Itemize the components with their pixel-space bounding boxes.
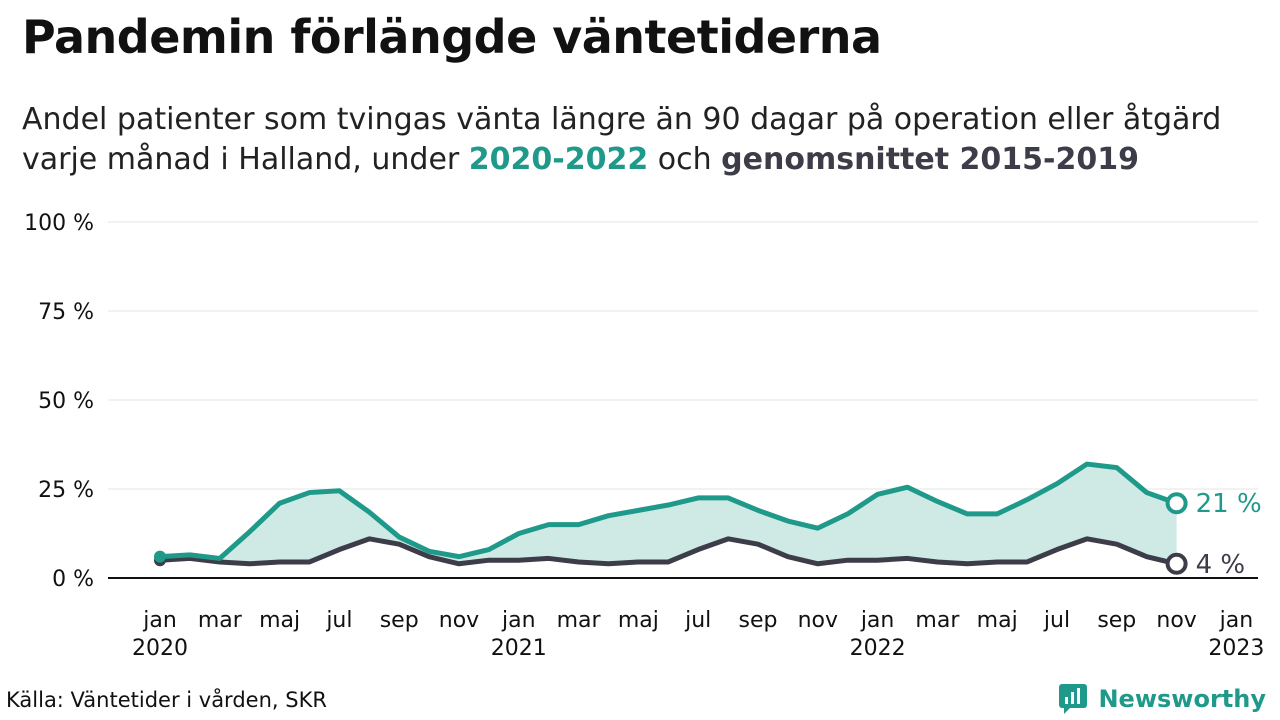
x-tick-month-label: maj xyxy=(618,608,659,633)
y-tick-label: 0 % xyxy=(52,567,94,592)
series-average-end-label: 4 % xyxy=(1196,550,1246,580)
source-note: Källa: Väntetider i vården, SKR xyxy=(6,688,327,712)
y-tick-label: 25 % xyxy=(38,478,94,503)
x-tick-month-label: mar xyxy=(557,608,602,633)
series-2020-2022-start-point xyxy=(154,550,166,563)
x-tick-month-label: jan xyxy=(142,608,177,633)
brand: Newsworthy xyxy=(1058,683,1266,715)
chart-title: Pandemin förlängde väntetiderna xyxy=(22,10,882,64)
x-tick-month-label: sep xyxy=(380,608,419,633)
x-tick-month-label: maj xyxy=(259,608,300,633)
series-average-end-point xyxy=(1165,552,1188,575)
x-tick-year-label: 2020 xyxy=(132,636,188,661)
y-tick-label: 50 % xyxy=(38,389,94,414)
legend-series-2020-2022: 2020-2022 xyxy=(468,142,649,177)
difference-area xyxy=(160,464,1177,564)
x-tick-month-label: jul xyxy=(1043,608,1070,633)
x-tick-month-label: jul xyxy=(684,608,711,633)
chart-subtitle: Andel patienter som tvingas vänta längre… xyxy=(22,100,1280,180)
series-2020-2022-end-label: 21 % xyxy=(1196,489,1262,519)
x-tick-year-label: 2022 xyxy=(850,636,906,661)
brand-name: Newsworthy xyxy=(1098,685,1266,713)
x-tick-month-label: mar xyxy=(198,608,243,633)
subtitle-line-2: varje månad i Halland, under 2020-2022 o… xyxy=(22,140,1280,180)
series-average-line xyxy=(157,536,1180,567)
x-tick-year-label: 2023 xyxy=(1208,636,1264,661)
y-tick-label: 100 % xyxy=(24,211,94,236)
subtitle-prefix: varje månad i Halland, under xyxy=(22,142,469,177)
x-tick-year-label: 2021 xyxy=(491,636,547,661)
x-tick-month-label: sep xyxy=(1097,608,1136,633)
series-2020-2022-line xyxy=(157,461,1180,561)
x-tick-month-label: jan xyxy=(1219,608,1254,633)
legend-series-average: genomsnittet 2015-2019 xyxy=(721,142,1139,177)
x-tick-month-label: jul xyxy=(325,608,352,633)
x-tick-month-label: jan xyxy=(860,608,895,633)
newsworthy-logo-icon xyxy=(1059,684,1088,714)
subtitle-middle: och xyxy=(648,142,722,177)
y-tick-label: 75 % xyxy=(38,300,94,325)
x-tick-month-label: maj xyxy=(977,608,1018,633)
series-2020-2022-end-point xyxy=(1165,492,1188,515)
subtitle-line-1: Andel patienter som tvingas vänta längre… xyxy=(22,102,1222,137)
x-tick-month-label: jan xyxy=(501,608,536,633)
x-tick-month-label: nov xyxy=(439,608,479,633)
x-tick-month-label: nov xyxy=(1156,608,1196,633)
x-tick-month-label: mar xyxy=(915,608,960,633)
x-tick-month-label: sep xyxy=(739,608,778,633)
x-tick-month-label: nov xyxy=(798,608,838,633)
